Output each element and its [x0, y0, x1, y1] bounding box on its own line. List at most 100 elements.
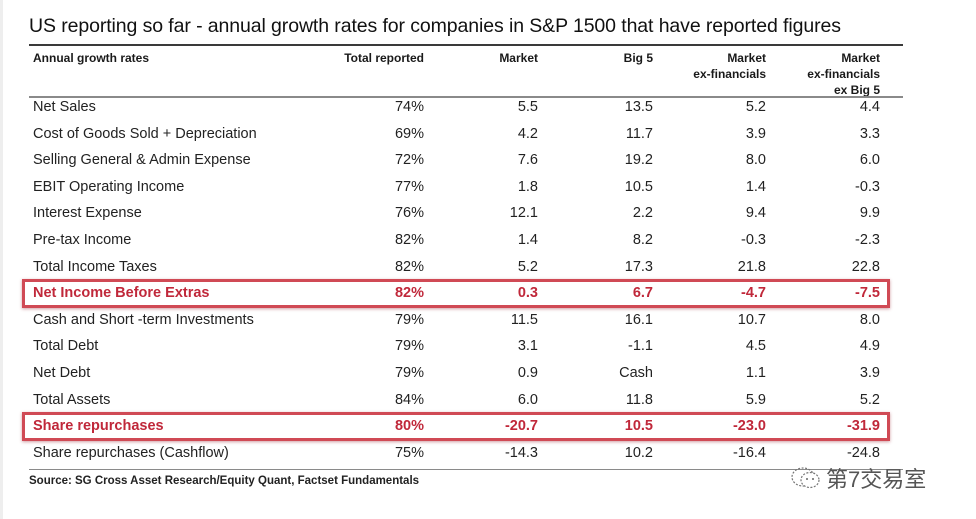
market-ex-financials-cell: 5.2 — [745, 99, 766, 115]
watermark-text: 第7交易室 — [826, 467, 927, 492]
market-cell: 0.9 — [517, 365, 538, 381]
total-reported-cell: 79% — [394, 311, 424, 328]
market-ex-financials-cell: 21.8 — [737, 258, 766, 275]
table-row: Total Debt 79% 3.1 -1.1 4.5 4.9 — [0, 333, 976, 359]
table-row: Interest Expense 76% 12.1 2.2 9.4 9.9 — [0, 200, 976, 226]
header-line: Market — [841, 51, 880, 65]
row-label: Cost of Goods Sold + Depreciation — [33, 125, 257, 142]
total-reported-cell: 69% — [394, 125, 424, 142]
table-row: Total Assets 84% 6.0 11.8 5.9 5.2 — [0, 387, 976, 413]
market-ex-financials-ex-big5-cell: 22.8 — [851, 258, 880, 275]
total-reported-cell: 76% — [394, 205, 424, 222]
market-cell: 11.5 — [510, 311, 538, 328]
market-cell: -20.7 — [504, 418, 538, 435]
row-label: Selling General & Admin Expense — [33, 152, 251, 169]
table-title: US reporting so far - annual growth rate… — [29, 15, 841, 37]
table-row: Selling General & Admin Expense 72% 7.6 19.… — [0, 147, 976, 173]
row-label: EBIT Operating Income — [33, 178, 185, 195]
market-cell: 1.8 — [517, 178, 538, 195]
market-ex-financials-cell: -0.3 — [741, 232, 766, 248]
market-ex-financials-ex-big5-cell: 9.9 — [859, 205, 880, 222]
total-reported-cell: 84% — [394, 391, 424, 408]
total-reported-cell: 77% — [394, 178, 424, 195]
big5-cell: -1.1 — [628, 338, 653, 355]
table-row: Net Debt 79% 0.9 Cash 1.1 3.9 — [0, 360, 976, 386]
highlight-box — [22, 412, 890, 442]
market-ex-financials-ex-big5-cell: -0.3 — [855, 178, 880, 195]
big5-cell: 13.5 — [624, 99, 653, 115]
total-reported-cell: 79% — [394, 338, 424, 355]
market-ex-financials-cell: 1.4 — [745, 178, 766, 195]
row-label: Total Debt — [33, 338, 99, 355]
header-rule — [29, 96, 903, 98]
big5-cell: 11.7 — [625, 125, 653, 142]
market-ex-financials-cell: -16.4 — [732, 444, 766, 461]
table-row: Cost of Goods Sold + Depreciation 69% 4.2 1… — [0, 121, 976, 147]
market-cell: -14.3 — [504, 444, 538, 461]
row-label: Cash and Short -term Investments — [33, 311, 254, 328]
table-row: Pre-tax Income 82% 1.4 8.2 -0.3 -2.3 — [0, 227, 976, 253]
row-label: Share repurchases — [33, 418, 164, 435]
market-ex-financials-ex-big5-cell: -7.5 — [855, 285, 880, 302]
market-ex-financials-cell: 5.9 — [745, 391, 766, 408]
total-reported-cell: 72% — [394, 152, 424, 169]
market-ex-financials-ex-big5-cell: 4.4 — [859, 99, 880, 115]
header-market-ex-financials: Market ex-financials — [680, 50, 766, 82]
market-cell: 3.1 — [517, 338, 538, 355]
big5-cell: 10.5 — [624, 178, 653, 195]
total-reported-cell: 80% — [394, 418, 424, 435]
big5-cell: 10.5 — [624, 418, 653, 435]
market-ex-financials-cell: 8.0 — [745, 152, 766, 169]
total-reported-cell: 82% — [394, 258, 424, 275]
table-row: Cash and Short -term Investments 79% 11.5 1… — [0, 307, 976, 333]
source-note: Source: SG Cross Asset Research/Equity Q… — [29, 475, 420, 487]
market-ex-financials-ex-big5-cell: 3.9 — [859, 365, 880, 381]
page-edge — [0, 0, 3, 519]
big5-cell: 2.2 — [632, 205, 653, 222]
market-cell: 5.2 — [517, 258, 538, 275]
market-ex-financials-cell: 1.1 — [745, 365, 766, 381]
wechat-icon — [791, 467, 820, 489]
big5-cell: 11.8 — [625, 391, 653, 408]
footer-rule — [29, 469, 903, 470]
market-cell: 4.2 — [517, 125, 538, 142]
row-label: Total Assets — [33, 391, 111, 408]
row-label: Pre-tax Income — [33, 232, 132, 248]
header-annual-growth-rates: Annual growth rates — [33, 51, 150, 65]
big5-cell: 6.7 — [632, 285, 653, 302]
row-label: Net Debt — [33, 365, 91, 381]
market-ex-financials-cell: -23.0 — [732, 418, 766, 435]
total-reported-cell: 79% — [394, 365, 424, 381]
title-rule — [29, 44, 903, 46]
table-row: Total Income Taxes 82% 5.2 17.3 21.8 22.8 — [0, 254, 976, 280]
row-label: Total Income Taxes — [33, 258, 157, 275]
row-label: Net Sales — [33, 99, 96, 115]
market-ex-financials-ex-big5-cell: 8.0 — [859, 311, 880, 328]
table-row: Net Sales 74% 5.5 13.5 5.2 4.4 — [0, 94, 976, 120]
market-ex-financials-ex-big5-cell: 6.0 — [859, 152, 880, 169]
header-total-reported: Total reported — [344, 51, 424, 65]
table-row: Net Income Before Extras 82% 0.3 6.7 -4.7 -7.… — [0, 280, 976, 306]
market-ex-financials-ex-big5-cell: -2.3 — [855, 232, 880, 248]
table-row: Share repurchases 80% -20.7 10.5 -23.0 -31.9 — [0, 413, 976, 439]
table-row: Share repurchases (Cashflow) 75% -14.3 10.2… — [0, 440, 976, 466]
header-line: ex-financials — [807, 67, 880, 81]
market-ex-financials-cell: -4.7 — [741, 285, 766, 302]
market-ex-financials-cell: 4.5 — [745, 338, 766, 355]
big5-cell: 16.1 — [624, 311, 653, 328]
market-ex-financials-cell: 9.4 — [745, 205, 766, 222]
total-reported-cell: 82% — [394, 232, 424, 248]
market-cell: 7.6 — [517, 152, 538, 169]
market-ex-financials-ex-big5-cell: -24.8 — [846, 444, 880, 461]
big5-cell: 8.2 — [632, 232, 653, 248]
header-line: ex-financials — [693, 67, 766, 81]
big5-cell: Cash — [619, 365, 653, 381]
header-big5: Big 5 — [623, 51, 653, 65]
header-market-ex-financials-ex-big5: Market ex-financials ex Big 5 — [794, 50, 880, 98]
total-reported-cell: 82% — [394, 285, 424, 302]
market-cell: 1.4 — [517, 232, 538, 248]
highlight-box — [22, 279, 890, 309]
market-ex-financials-cell: 10.7 — [737, 311, 766, 328]
total-reported-cell: 74% — [394, 99, 424, 115]
market-cell: 0.3 — [517, 285, 538, 302]
